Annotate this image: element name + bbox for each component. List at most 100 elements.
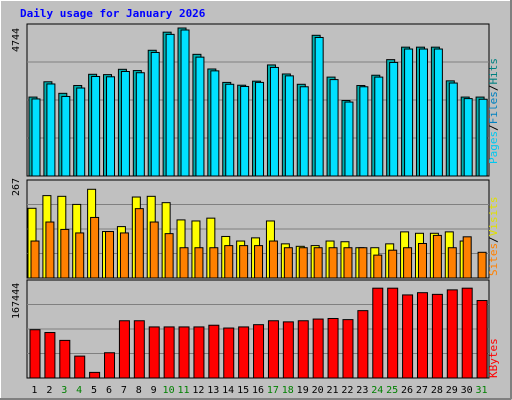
bar-sites-day-9: [149, 221, 159, 279]
x-tick-label: 11: [177, 385, 189, 396]
x-axis-labels: 1 2 3 4 5 6 7 8 9 10 11 12 13 14 15 16 17 18 19 20 21 22 23 24 2…: [31, 385, 487, 396]
bar-kbytes-day-5: [89, 371, 101, 379]
bar-sites-day-18: [283, 247, 293, 279]
bar-kbytes-day-25: [387, 287, 399, 379]
bar-sites-day-26: [403, 247, 413, 279]
bar-pages-day-15: [240, 85, 250, 177]
bar-kbytes-day-20: [312, 318, 324, 379]
bar-sites-day-10: [164, 233, 174, 279]
bar-pages-day-9: [150, 51, 160, 177]
x-tick-label: 10: [163, 385, 175, 396]
x-tick-label: 16: [252, 385, 264, 396]
bar-kbytes-day-29: [446, 289, 458, 379]
bar-pages-day-22: [344, 101, 354, 177]
bar-kbytes-day-23: [357, 310, 369, 379]
kbytes-panel: [26, 279, 490, 379]
x-tick-label: 6: [106, 385, 112, 396]
bar-kbytes-day-13: [208, 324, 220, 379]
bar-kbytes-day-6: [104, 352, 116, 379]
hits-legend: Pages/Files/Hits: [487, 58, 500, 164]
bar-pages-day-17: [269, 66, 279, 177]
bar-sites-day-23: [358, 247, 368, 279]
bar-pages-day-27: [418, 48, 428, 177]
kbytes-panel-max-label: 167444: [11, 283, 22, 319]
bar-pages-day-8: [135, 72, 145, 177]
bar-sites-day-13: [209, 247, 219, 279]
legend-pages: Pages: [487, 131, 500, 164]
bar-sites-day-11: [179, 247, 189, 279]
bar-kbytes-day-1: [29, 329, 41, 379]
visits-legend: Sites/Visits: [487, 197, 500, 277]
bar-kbytes-day-26: [402, 294, 414, 379]
legend-kbytes: KBytes: [487, 338, 500, 378]
bar-pages-day-20: [314, 36, 324, 177]
bar-sites-day-24: [373, 254, 383, 279]
bar-pages-day-14: [225, 83, 235, 177]
bar-sites-day-16: [254, 245, 264, 279]
bar-pages-day-2: [46, 83, 56, 177]
bar-pages-day-10: [165, 33, 175, 177]
x-tick-label: 28: [431, 385, 443, 396]
x-tick-label: 22: [341, 385, 353, 396]
x-tick-label: 4: [76, 385, 82, 396]
legend-sep2: /: [487, 85, 500, 92]
x-tick-label: 5: [91, 385, 97, 396]
x-tick-label: 20: [312, 385, 324, 396]
x-tick-label: 31: [476, 385, 488, 396]
bar-pages-day-1: [31, 98, 41, 177]
x-tick-label: 15: [237, 385, 249, 396]
bar-kbytes-day-4: [74, 355, 86, 379]
bar-sites-day-17: [268, 240, 278, 279]
visits-panel-max-label: 267: [11, 178, 22, 196]
x-tick-label: 30: [461, 385, 473, 396]
bar-sites-day-31: [477, 251, 487, 279]
bar-sites-day-3: [60, 228, 70, 279]
bar-sites-day-19: [298, 247, 308, 279]
x-tick-label: 3: [61, 385, 67, 396]
legend-hits: Hits: [487, 58, 500, 85]
bar-kbytes-day-31: [476, 300, 488, 379]
x-tick-label: 21: [326, 385, 338, 396]
x-tick-label: 29: [446, 385, 458, 396]
x-tick-label: 13: [207, 385, 219, 396]
legend-sep1: /: [487, 124, 500, 131]
bar-pages-day-21: [329, 79, 339, 177]
bar-kbytes-day-15: [238, 326, 250, 379]
svg-text:Pages/Files/Hits: Pages/Files/Hits: [487, 58, 500, 164]
bar-sites-day-30: [462, 236, 472, 279]
bar-kbytes-day-24: [372, 287, 384, 379]
bar-sites-day-21: [328, 247, 338, 279]
bar-kbytes-day-14: [223, 327, 235, 379]
x-tick-label: 8: [136, 385, 142, 396]
x-tick-label: 9: [151, 385, 157, 396]
bar-kbytes-day-17: [267, 320, 279, 379]
x-tick-label: 14: [222, 385, 234, 396]
x-tick-label: 26: [401, 385, 413, 396]
bar-pages-day-30: [463, 98, 473, 177]
bar-sites-day-28: [432, 234, 442, 279]
kbytes-legend-group: KBytes: [487, 338, 500, 378]
x-tick-label: 2: [46, 385, 52, 396]
bar-sites-day-4: [75, 232, 85, 279]
x-tick-label: 7: [121, 385, 127, 396]
bar-pages-day-16: [255, 81, 265, 177]
bar-pages-day-11: [180, 29, 190, 177]
bar-kbytes-day-19: [297, 320, 309, 379]
bar-kbytes-day-12: [193, 326, 205, 379]
hits-files-pages-panel: [26, 23, 490, 177]
bar-kbytes-day-7: [118, 320, 130, 379]
bar-pages-day-7: [120, 70, 130, 177]
bar-pages-day-18: [284, 75, 294, 177]
bar-kbytes-day-3: [59, 339, 71, 379]
bar-sites-day-5: [90, 216, 100, 279]
legend-visits: Visits: [487, 197, 500, 237]
legend-files: Files: [487, 91, 500, 124]
bar-kbytes-day-30: [461, 287, 473, 379]
bar-pages-day-31: [478, 98, 488, 177]
chart-title: Daily usage for January 2026: [20, 7, 206, 20]
bar-pages-day-29: [448, 82, 458, 177]
legend-sep3: /: [487, 236, 500, 243]
bar-sites-day-22: [343, 247, 353, 279]
bar-kbytes-day-28: [431, 293, 443, 379]
